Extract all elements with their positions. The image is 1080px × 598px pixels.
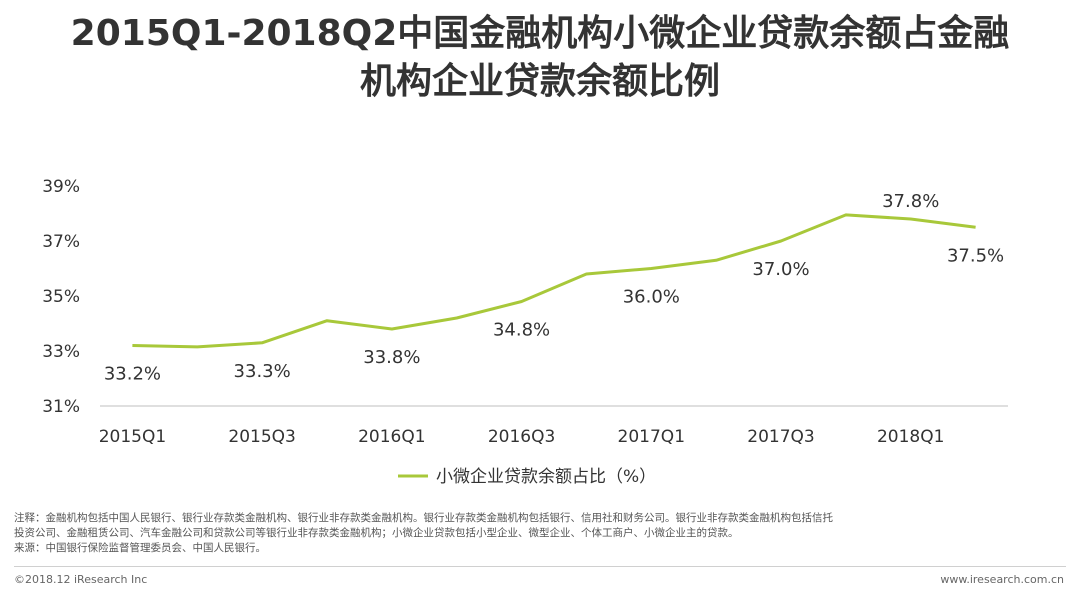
footer-divider (14, 566, 1066, 567)
y-axis-labels: 39% 37% 35% 33% 31% (42, 177, 80, 417)
y-tick-label: 39% (42, 177, 80, 197)
chart-title-line1: 2015Q1-2018Q2中国金融机构小微企业贷款余额占金融 (70, 13, 1010, 54)
data-label: 33.8% (363, 347, 420, 368)
series-layer (132, 213, 976, 349)
data-label: 37.8% (882, 191, 939, 212)
footnote-line2: 投资公司、金融租赁公司、汽车金融公司和贷款公司等银行业非存款类金融机构；小微企业… (14, 527, 739, 539)
x-tick-label: 2016Q1 (358, 427, 425, 447)
data-labels: 33.2% 33.3% 33.8% 34.8% 36.0% 37.0% 37.8% 37.5% (104, 191, 1004, 385)
data-label: 37.5% (947, 245, 1004, 266)
footnote: 注释：金融机构包括中国人民银行、银行业存款类金融机构、银行业非存款类金融机构。银… (14, 511, 1074, 556)
data-label: 33.2% (104, 364, 161, 385)
chart-title-line2: 机构企业贷款余额比例 (359, 61, 720, 102)
footnote-line1: 注释：金融机构包括中国人民银行、银行业存款类金融机构、银行业非存款类金融机构。银… (14, 512, 833, 524)
x-tick-label: 2017Q1 (618, 427, 685, 447)
source-line: 来源：中国银行保险监督管理委员会、中国人民银行。 (14, 542, 266, 554)
data-label: 36.0% (623, 287, 680, 308)
data-label: 34.8% (493, 320, 550, 341)
website-url: www.iresearch.com.cn (940, 573, 1064, 586)
x-tick-label: 2018Q1 (877, 427, 944, 447)
data-label: 33.3% (234, 361, 291, 382)
y-tick-label: 35% (42, 287, 80, 307)
x-tick-label: 2017Q3 (747, 427, 814, 447)
copyright: ©2018.12 iResearch Inc (14, 573, 148, 586)
legend: 小微企业贷款余额占比（%） (398, 467, 656, 487)
legend-label: 小微企业贷款余额占比（%） (436, 467, 656, 487)
x-tick-label: 2016Q3 (488, 427, 555, 447)
y-tick-label: 31% (42, 397, 80, 417)
data-label: 37.0% (752, 259, 809, 280)
x-axis-labels: 2015Q1 2015Q3 2016Q1 2016Q3 2017Q1 2017Q3 2018… (99, 427, 945, 447)
series-line (132, 213, 976, 349)
y-tick-label: 37% (42, 232, 80, 252)
x-tick-label: 2015Q3 (228, 427, 295, 447)
chart-title: 2015Q1-2018Q2中国金融机构小微企业贷款余额占金融 机构企业贷款余额比… (0, 10, 1080, 106)
x-tick-label: 2015Q1 (99, 427, 166, 447)
line-chart: 39% 37% 35% 33% 31% 2015Q1 2015Q3 2016Q1 2016Q3… (42, 177, 1008, 487)
y-tick-label: 33% (42, 342, 80, 362)
